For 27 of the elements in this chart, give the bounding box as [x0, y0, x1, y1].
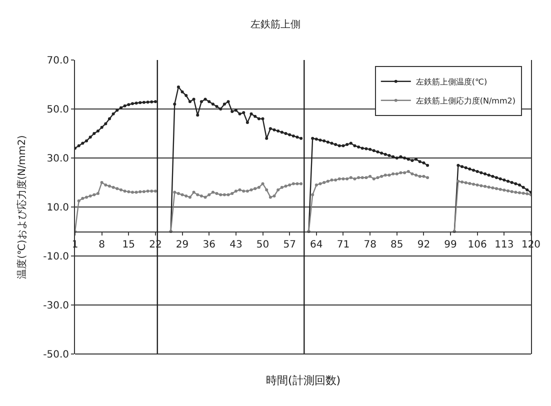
- y-axis-title: 温度(℃)および応力度(N/mm2): [16, 135, 28, 279]
- y-tick-label: -10.0: [43, 252, 69, 262]
- y-tick-label: 70.0: [46, 56, 69, 66]
- x-tick-label: 8: [98, 240, 106, 250]
- x-tick-label: 64: [310, 240, 323, 250]
- x-tick-label: 57: [283, 240, 296, 250]
- x-tick-label: 43: [230, 240, 242, 250]
- legend-label: 左鉄筋上側温度(℃): [416, 78, 488, 86]
- legend-label: 左鉄筋上側応力度(N/mm2): [416, 96, 516, 106]
- x-tick-label: 50: [256, 240, 270, 250]
- x-tick-label: 71: [336, 240, 350, 250]
- x-tick-label: 113: [494, 240, 514, 250]
- y-tick-label: -30.0: [43, 300, 69, 312]
- x-tick-label: 36: [202, 240, 216, 250]
- y-tick-label: 30.0: [46, 154, 69, 164]
- x-tick-label: 15: [122, 240, 136, 250]
- y-tick-label: 10.0: [46, 202, 69, 214]
- x-tick-label: 106: [468, 240, 487, 250]
- y-tick-label: -50.0: [43, 350, 69, 360]
- chart-title: 左鉄筋上側: [250, 18, 300, 30]
- x-tick-label: 29: [176, 240, 189, 250]
- x-axis-title: 時間(計測回数): [266, 374, 341, 387]
- x-tick-label: 92: [417, 240, 430, 250]
- x-tick-label: 85: [390, 240, 404, 250]
- y-tick-label: 50.0: [46, 104, 69, 116]
- x-tick-label: 78: [364, 240, 376, 250]
- x-tick-label: 99: [444, 240, 457, 250]
